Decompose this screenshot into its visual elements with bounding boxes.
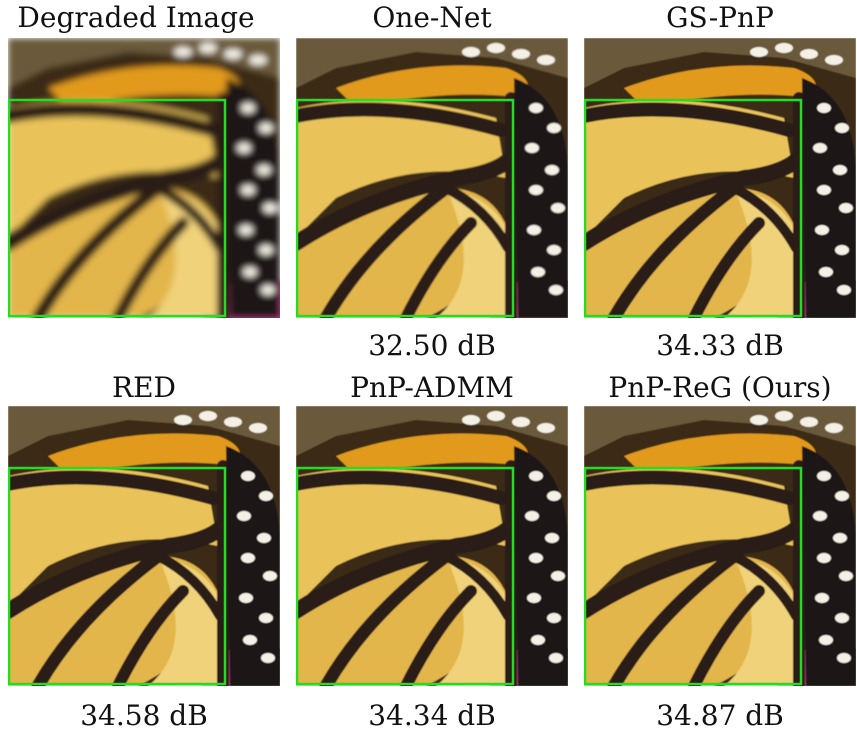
butterfly-image <box>584 38 856 318</box>
psnr-label: 34.34 dB <box>368 699 496 732</box>
panel-title: PnP-ADMM <box>350 371 514 404</box>
butterfly-image <box>296 406 568 686</box>
panel-title: Degraded Image <box>17 1 255 34</box>
panel-title: One-Net <box>372 1 492 34</box>
panel-title: GS-PnP <box>666 1 774 34</box>
psnr-label: 32.50 dB <box>368 329 496 362</box>
butterfly-image <box>584 406 856 686</box>
butterfly-image <box>8 406 280 686</box>
psnr-label: 34.87 dB <box>656 699 784 732</box>
psnr-label: 34.33 dB <box>656 329 784 362</box>
panel-title: RED <box>112 371 176 404</box>
butterfly-image <box>296 38 568 318</box>
psnr-label: 34.58 dB <box>80 699 208 732</box>
butterfly-image <box>8 38 280 318</box>
panel-title: PnP-ReG (Ours) <box>608 371 832 404</box>
